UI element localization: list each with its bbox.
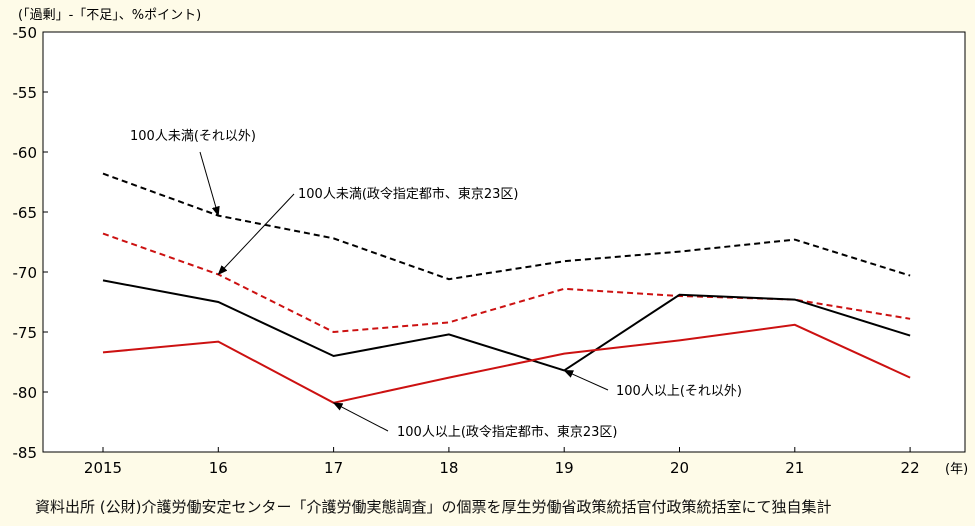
y-axis-unit-label: (「過剰」-「不足」、%ポイント) bbox=[18, 8, 202, 23]
series-line-1 bbox=[102, 232, 911, 334]
annotation-arrow bbox=[199, 151, 220, 217]
x-axis: 2015 16 17 18 19 20 21 22 bbox=[84, 447, 920, 477]
x-tick-label: 16 bbox=[209, 459, 228, 477]
series-lines bbox=[102, 172, 911, 404]
x-tick-label: 19 bbox=[555, 459, 574, 477]
series-line-0 bbox=[102, 172, 911, 281]
x-tick-label: 17 bbox=[324, 459, 343, 477]
plot-area bbox=[42, 31, 966, 453]
x-tick-label: 20 bbox=[670, 459, 689, 477]
series-line-2 bbox=[102, 279, 911, 372]
source-note: 資料出所 (公財)介護労働安定センター「介護労働実態調査」の個票を厚生労働省政策… bbox=[35, 498, 832, 516]
y-tick-label: -85 bbox=[13, 444, 38, 462]
annotation-arrow bbox=[563, 369, 609, 391]
y-tick-label: -50 bbox=[13, 24, 38, 42]
y-axis: -50 -55 -60 -65 -70 -75 -80 -85 bbox=[13, 24, 48, 462]
series-annotations: 100人未満(それ以外) 100人未満(政令指定都市、東京23区) 100人以上(そ… bbox=[130, 129, 742, 440]
x-axis-unit-label: (年) bbox=[945, 462, 969, 477]
y-tick-label: -55 bbox=[13, 84, 38, 102]
x-tick-label: 21 bbox=[785, 459, 804, 477]
y-tick-label: -80 bbox=[13, 384, 38, 402]
y-tick-label: -70 bbox=[13, 264, 38, 282]
series-line-3 bbox=[102, 323, 911, 404]
y-tick-label: -65 bbox=[13, 204, 38, 222]
x-tick-label: 18 bbox=[439, 459, 458, 477]
x-tick-label: 2015 bbox=[84, 459, 122, 477]
y-tick-label: -60 bbox=[13, 144, 38, 162]
series-annotation-label: 100人以上(それ以外) bbox=[616, 384, 742, 399]
y-tick-label: -75 bbox=[13, 324, 38, 342]
annotation-arrow bbox=[332, 402, 389, 432]
line-chart: -50-55-60-65-70-75-80-85 2015 16 17 18 19 20 2… bbox=[13, 24, 966, 477]
x-tick-label: 22 bbox=[901, 459, 920, 477]
series-annotation-label: 100人未満(それ以外) bbox=[130, 129, 256, 144]
series-annotation-label: 100人以上(政令指定都市、東京23区) bbox=[397, 424, 618, 440]
annotation-arrow bbox=[217, 193, 295, 276]
series-annotation-label: 100人未満(政令指定都市、東京23区) bbox=[298, 186, 519, 202]
